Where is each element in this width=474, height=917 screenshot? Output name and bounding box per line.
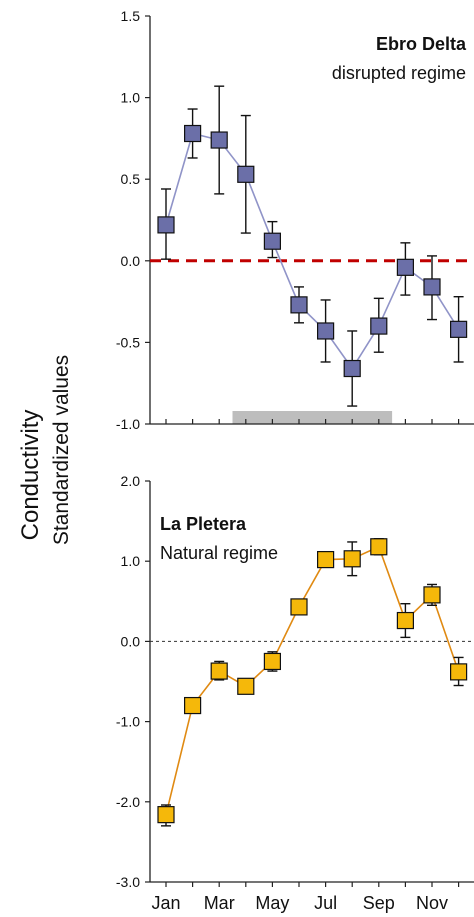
data-point xyxy=(184,696,202,715)
panel-ebro-delta: Ebro Delta disrupted regime 1.5 1.0 0.5 0.0… xyxy=(116,8,474,432)
panel-title: La Pletera xyxy=(160,514,247,534)
data-point xyxy=(210,131,228,149)
data-point xyxy=(317,322,335,340)
x-tick-label: Nov xyxy=(416,893,448,913)
data-point xyxy=(237,165,255,183)
y-tick-label: -1.0 xyxy=(116,714,140,730)
y-tick-label: -1.0 xyxy=(116,416,140,432)
y-tick-label: -0.5 xyxy=(116,334,140,350)
series-line xyxy=(165,132,460,370)
y-tick-label: 0.0 xyxy=(121,633,141,649)
data-point xyxy=(396,258,414,276)
data-point xyxy=(157,806,175,824)
x-tick-label: Jul xyxy=(314,893,337,913)
x-tick-label: May xyxy=(255,893,289,913)
x-tick-label: Mar xyxy=(204,893,235,913)
y-axis-subtitle: Standardized values xyxy=(50,355,73,545)
data-point xyxy=(263,652,281,671)
data-point xyxy=(396,611,414,630)
y-axis-title: Conductivity xyxy=(17,410,44,541)
data-point xyxy=(237,677,255,695)
data-point xyxy=(290,598,308,616)
data-point xyxy=(184,124,202,143)
data-point xyxy=(450,663,468,681)
data-point xyxy=(450,320,468,338)
data-point xyxy=(423,278,441,296)
y-tick-label: 2.0 xyxy=(121,473,141,489)
y-tick-label: 0.0 xyxy=(121,253,141,269)
panel-subtitle: disrupted regime xyxy=(332,63,466,83)
x-tick-label: Sep xyxy=(363,893,395,913)
series-line xyxy=(165,545,460,815)
y-tick-label: 1.0 xyxy=(121,553,141,569)
data-point xyxy=(343,359,361,378)
data-point xyxy=(210,662,228,680)
y-tick-label: 1.5 xyxy=(121,8,141,24)
y-tick-label: -2.0 xyxy=(116,794,140,810)
data-point xyxy=(263,232,281,250)
data-point xyxy=(370,538,388,556)
data-point xyxy=(423,586,441,604)
x-tick-label: Jan xyxy=(151,893,180,913)
data-point xyxy=(343,550,361,568)
y-tick-label: 0.5 xyxy=(121,171,141,187)
panel-la-pletera: La Pletera Natural regime 2.0 1.0 0.0 -1.0 -… xyxy=(116,473,474,913)
y-tick-label: -3.0 xyxy=(116,874,140,890)
data-point xyxy=(317,550,335,569)
y-tick-label: 1.0 xyxy=(121,90,141,106)
data-point xyxy=(290,296,308,314)
panel-subtitle: Natural regime xyxy=(160,543,278,563)
highlight-bar xyxy=(232,411,393,424)
panel-title: Ebro Delta xyxy=(376,34,467,54)
data-point xyxy=(157,216,175,234)
data-point xyxy=(370,317,388,335)
